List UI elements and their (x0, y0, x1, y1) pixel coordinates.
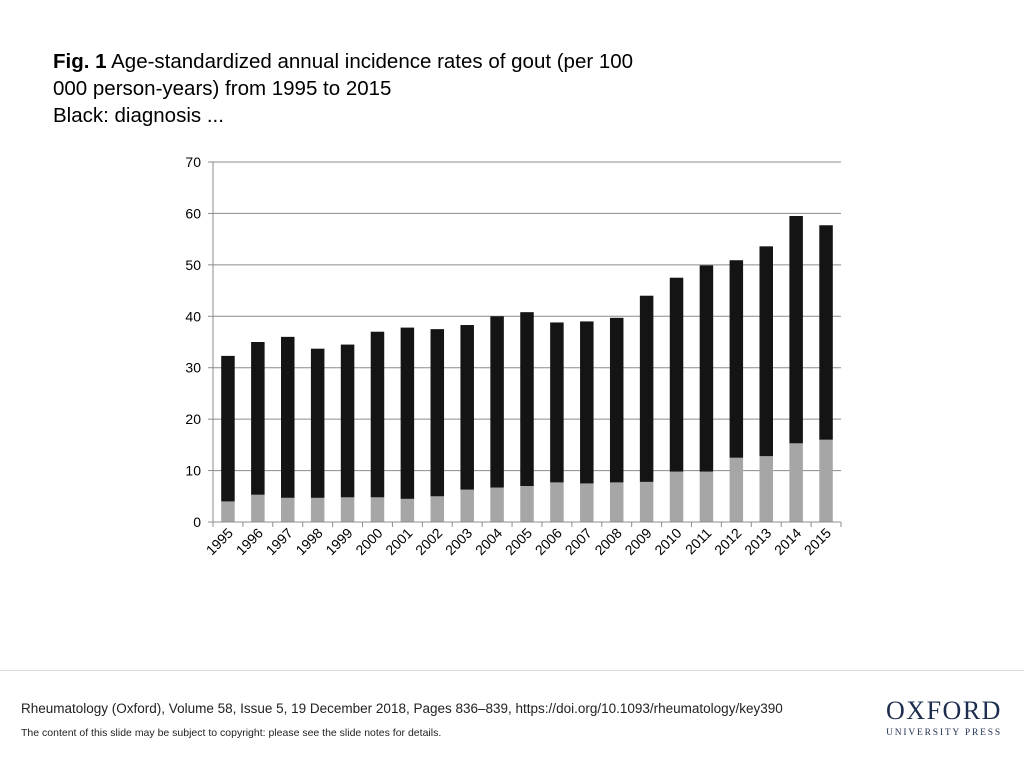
x-tick-label-2000: 2000 (352, 525, 385, 558)
bar-grey-2011 (699, 471, 714, 522)
bar-black-2005 (520, 312, 534, 486)
x-tick-label-2015: 2015 (801, 525, 834, 558)
bar-grey-1997 (281, 497, 295, 522)
bar-grey-2006 (550, 482, 564, 522)
footer-divider (0, 670, 1024, 671)
bar-black-2009 (639, 295, 654, 482)
y-tick-label-20: 20 (185, 411, 201, 427)
bar-black-1997 (281, 336, 295, 498)
bar-grey-2002 (430, 496, 445, 522)
bar-grey-1999 (340, 497, 355, 522)
x-tick-label-2010: 2010 (651, 525, 684, 558)
bar-grey-1998 (310, 497, 325, 522)
y-tick-labels: 0 10 20 30 40 50 60 70 (185, 154, 201, 530)
y-tick-label-50: 50 (185, 257, 201, 273)
bar-black-2008 (609, 317, 624, 483)
bar-black-2004 (490, 316, 504, 488)
y-tick-label-30: 30 (185, 360, 201, 376)
x-tick-label-2012: 2012 (711, 525, 744, 558)
bar-grey-2009 (639, 481, 654, 522)
bar-grey-2013 (759, 456, 773, 522)
oxford-logo: OXFORD UNIVERSITY PRESS (880, 696, 1008, 739)
x-tick-label-1999: 1999 (322, 525, 355, 558)
bar-black-2013 (759, 246, 773, 457)
x-tick-label-2007: 2007 (562, 525, 595, 558)
bar-black-2012 (729, 260, 744, 458)
stacked-bar-chart: 0 10 20 30 40 50 60 70 199519961997199819992000… (185, 154, 842, 558)
bar-black-2003 (460, 325, 474, 490)
x-tick-label-2002: 2002 (412, 525, 445, 558)
caption-line-2: 000 person-years) from 1995 to 2015 (53, 77, 392, 100)
bar-grey-2003 (460, 489, 474, 522)
bar-grey-2005 (520, 486, 534, 522)
bar-grey-2012 (729, 457, 744, 522)
axes (208, 161, 842, 527)
figure-label: Fig. 1 (53, 50, 107, 73)
x-tick-label-1997: 1997 (263, 525, 296, 558)
x-tick-labels: 1995199619971998199920002001200220032004… (203, 525, 835, 558)
bar-grey-2008 (609, 482, 624, 522)
copyright-notice: The content of this slide may be subject… (21, 727, 442, 739)
bar-black-2000 (370, 331, 385, 498)
citation-text: Rheumatology (Oxford), Volume 58, Issue … (21, 701, 783, 716)
bar-black-2010 (669, 277, 684, 472)
bar-black-1996 (251, 342, 265, 495)
y-tick-label-70: 70 (185, 154, 201, 170)
x-tick-label-2005: 2005 (502, 525, 535, 558)
bar-black-1998 (310, 348, 325, 498)
bar-black-2011 (699, 265, 714, 472)
x-tick-label-2004: 2004 (472, 525, 505, 558)
slide-title: Fig. 1 Age-standardized annual incidence… (53, 48, 733, 129)
bar-grey-2010 (669, 471, 684, 522)
caption-line-1: Age-standardized annual incidence rates … (111, 50, 634, 73)
x-tick-label-2001: 2001 (382, 525, 415, 558)
x-tick-label-2008: 2008 (591, 525, 624, 558)
x-tick-label-2013: 2013 (741, 525, 774, 558)
bars (221, 216, 833, 522)
bar-grey-2015 (819, 439, 833, 522)
bar-black-2015 (819, 225, 833, 440)
bar-black-2001 (400, 327, 415, 499)
x-tick-label-1996: 1996 (233, 525, 266, 558)
y-tick-label-40: 40 (185, 308, 201, 324)
bar-grey-1996 (251, 494, 265, 522)
x-tick-label-2006: 2006 (532, 525, 565, 558)
logo-sub-text: UNIVERSITY PRESS (886, 728, 1002, 738)
bar-grey-2007 (580, 483, 594, 522)
y-tick-label-60: 60 (185, 205, 201, 221)
bar-black-2014 (789, 216, 803, 444)
logo-main-text: OXFORD (886, 696, 1002, 725)
x-tick-label-1995: 1995 (203, 525, 236, 558)
bar-black-2007 (580, 321, 594, 484)
bar-grey-2014 (789, 443, 803, 522)
bar-grey-2001 (400, 498, 415, 522)
caption-line-3: Black: diagnosis ... (53, 104, 224, 127)
y-tick-label-10: 10 (185, 463, 201, 479)
bar-black-1995 (221, 355, 235, 502)
bar-grey-1995 (221, 501, 235, 522)
x-tick-label-2003: 2003 (442, 525, 475, 558)
bar-grey-2000 (370, 497, 385, 522)
x-tick-label-2014: 2014 (771, 525, 804, 558)
x-tick-label-1998: 1998 (292, 525, 325, 558)
bar-black-2002 (430, 329, 445, 497)
x-tick-label-2009: 2009 (621, 525, 654, 558)
y-tick-label-0: 0 (193, 514, 201, 530)
bar-grey-2004 (490, 487, 504, 522)
x-tick-label-2011: 2011 (682, 525, 715, 558)
bar-black-1999 (340, 344, 355, 498)
bar-black-2006 (550, 322, 564, 483)
